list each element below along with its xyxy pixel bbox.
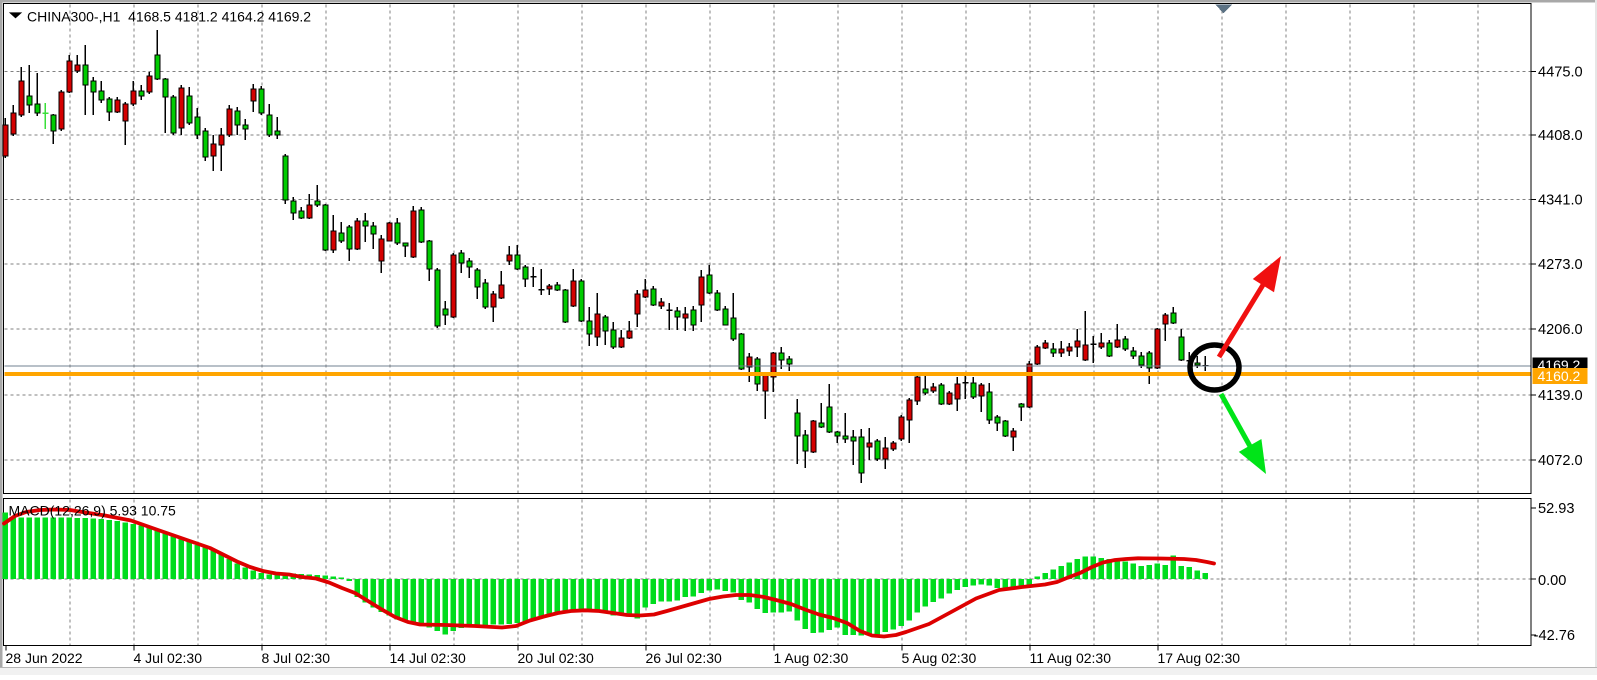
svg-text:26 Jul 02:30: 26 Jul 02:30 [646, 650, 722, 666]
svg-text:4341.0: 4341.0 [1538, 193, 1583, 209]
svg-text:20 Jul 02:30: 20 Jul 02:30 [518, 650, 594, 666]
svg-text:4206.0: 4206.0 [1538, 322, 1583, 338]
svg-text:CHINA300-,H1 4168.5 4181.2 41: CHINA300-,H1 4168.5 4181.2 4164.2 4169.2 [27, 8, 311, 24]
svg-text:1 Aug 02:30: 1 Aug 02:30 [774, 650, 849, 666]
svg-text:8 Jul 02:30: 8 Jul 02:30 [262, 650, 331, 666]
svg-text:17 Aug 02:30: 17 Aug 02:30 [1158, 650, 1241, 666]
svg-text:4273.0: 4273.0 [1538, 257, 1583, 273]
svg-text:14 Jul 02:30: 14 Jul 02:30 [390, 650, 466, 666]
svg-text:4 Jul 02:30: 4 Jul 02:30 [134, 650, 203, 666]
svg-text:4160.2: 4160.2 [1538, 368, 1581, 384]
svg-text:-42.76: -42.76 [1534, 628, 1575, 644]
svg-text:4072.0: 4072.0 [1538, 453, 1583, 469]
svg-text:4408.0: 4408.0 [1538, 128, 1583, 144]
svg-text:4139.0: 4139.0 [1538, 388, 1583, 404]
svg-text:4475.0: 4475.0 [1538, 65, 1583, 81]
svg-text:52.93: 52.93 [1538, 501, 1575, 517]
svg-text:28 Jun 2022: 28 Jun 2022 [6, 650, 83, 666]
svg-text:5 Aug 02:30: 5 Aug 02:30 [902, 650, 977, 666]
svg-text:MACD(12,26,9) 5.93 10.75: MACD(12,26,9) 5.93 10.75 [9, 503, 177, 519]
svg-text:11 Aug 02:30: 11 Aug 02:30 [1030, 650, 1112, 666]
svg-text:0.00: 0.00 [1538, 573, 1566, 589]
